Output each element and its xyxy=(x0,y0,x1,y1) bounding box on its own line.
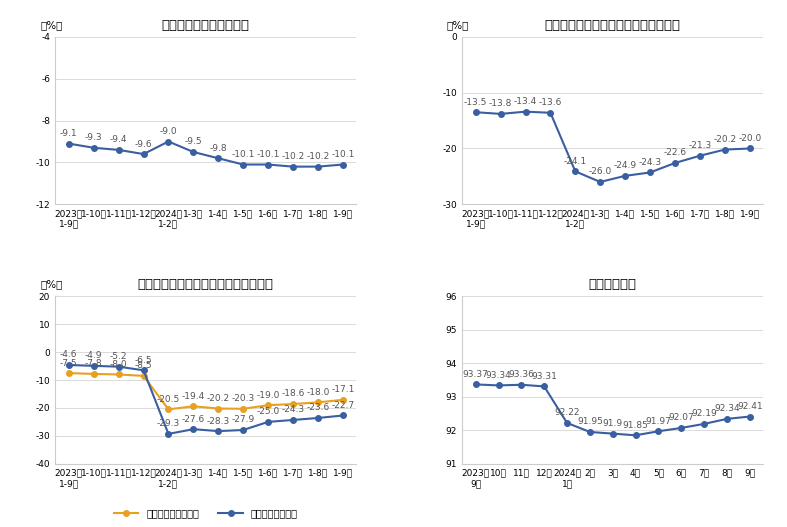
Text: -5.2: -5.2 xyxy=(110,352,127,361)
Text: -10.1: -10.1 xyxy=(231,150,255,159)
新建商品房销售额 xyxy=(313,415,323,421)
Text: （%）: （%） xyxy=(40,280,62,290)
Text: -23.6: -23.6 xyxy=(306,404,330,413)
Text: 91.85: 91.85 xyxy=(623,421,648,430)
Text: -13.6: -13.6 xyxy=(539,98,562,107)
新建商品房销售面积 xyxy=(238,406,248,412)
Text: -6.5: -6.5 xyxy=(135,356,153,365)
Text: -9.0: -9.0 xyxy=(160,127,177,136)
Text: -20.2: -20.2 xyxy=(713,135,737,144)
新建商品房销售面积 xyxy=(164,406,173,413)
Text: -26.0: -26.0 xyxy=(589,168,611,177)
新建商品房销售面积 xyxy=(338,397,348,403)
新建商品房销售额 xyxy=(89,363,98,369)
Text: 92.41: 92.41 xyxy=(737,402,763,411)
Text: -10.2: -10.2 xyxy=(281,152,305,161)
Line: 新建商品房销售额: 新建商品房销售额 xyxy=(66,362,345,437)
Text: -27.6: -27.6 xyxy=(182,415,205,424)
Text: -18.0: -18.0 xyxy=(306,388,330,397)
Text: -20.3: -20.3 xyxy=(231,394,255,403)
Text: -22.7: -22.7 xyxy=(331,401,354,410)
Title: 全国房地产开发投资增速: 全国房地产开发投资增速 xyxy=(162,18,249,32)
新建商品房销售面积 xyxy=(89,371,98,377)
Text: -17.1: -17.1 xyxy=(331,385,354,394)
Text: -13.8: -13.8 xyxy=(489,99,512,109)
Text: （%）: （%） xyxy=(447,20,469,30)
Text: -9.6: -9.6 xyxy=(135,140,153,149)
新建商品房销售额 xyxy=(288,417,297,423)
Text: -9.8: -9.8 xyxy=(209,144,227,153)
新建商品房销售面积 xyxy=(264,402,273,408)
新建商品房销售面积 xyxy=(313,399,323,406)
新建商品房销售额 xyxy=(238,427,248,433)
Text: -24.3: -24.3 xyxy=(282,405,305,414)
Text: 91.9: 91.9 xyxy=(603,419,623,428)
Text: -24.1: -24.1 xyxy=(563,157,587,166)
Legend: 新建商品房销售面积, 新建商品房销售额: 新建商品房销售面积, 新建商品房销售额 xyxy=(110,505,301,522)
Text: -19.4: -19.4 xyxy=(182,392,205,401)
Text: 92.34: 92.34 xyxy=(714,404,740,413)
Title: 全国新建商品房销售面积及销售额增速: 全国新建商品房销售面积及销售额增速 xyxy=(138,278,274,291)
Line: 新建商品房销售面积: 新建商品房销售面积 xyxy=(66,370,345,412)
Text: -29.3: -29.3 xyxy=(157,419,180,428)
Text: （%）: （%） xyxy=(40,20,62,30)
新建商品房销售面积 xyxy=(114,372,124,378)
Text: -10.2: -10.2 xyxy=(306,152,330,161)
新建商品房销售额 xyxy=(213,428,223,434)
新建商品房销售面积 xyxy=(189,403,198,409)
新建商品房销售面积 xyxy=(64,370,73,376)
Text: -9.1: -9.1 xyxy=(60,129,78,138)
新建商品房销售额 xyxy=(264,419,273,425)
Text: -9.3: -9.3 xyxy=(85,133,102,142)
Text: 93.37: 93.37 xyxy=(463,370,489,379)
Text: -4.9: -4.9 xyxy=(85,352,102,360)
Text: -24.9: -24.9 xyxy=(614,161,637,170)
Text: -25.0: -25.0 xyxy=(257,407,279,416)
Text: 93.34: 93.34 xyxy=(486,371,512,380)
Text: -13.5: -13.5 xyxy=(464,97,487,106)
Text: -18.6: -18.6 xyxy=(281,389,305,398)
新建商品房销售额 xyxy=(114,364,124,370)
Text: -7.5: -7.5 xyxy=(60,358,78,367)
Text: 92.19: 92.19 xyxy=(691,409,717,418)
新建商品房销售额 xyxy=(338,412,348,418)
Text: 93.31: 93.31 xyxy=(531,372,557,381)
新建商品房销售面积 xyxy=(139,373,148,379)
新建商品房销售额 xyxy=(139,367,148,374)
Text: -4.6: -4.6 xyxy=(60,350,78,359)
Text: 92.22: 92.22 xyxy=(554,408,580,417)
Text: -10.1: -10.1 xyxy=(331,150,354,159)
Text: 92.07: 92.07 xyxy=(668,413,694,422)
Text: -20.2: -20.2 xyxy=(207,394,230,403)
Text: -24.3: -24.3 xyxy=(638,158,662,167)
Text: -22.6: -22.6 xyxy=(663,149,686,158)
Text: -9.4: -9.4 xyxy=(110,135,127,144)
Text: -27.9: -27.9 xyxy=(231,415,255,424)
Title: 全国房地产开发企业本年到位资金增速: 全国房地产开发企业本年到位资金增速 xyxy=(545,18,681,32)
Title: 国房景气指数: 国房景气指数 xyxy=(589,278,637,291)
Text: -8.5: -8.5 xyxy=(135,362,153,370)
新建商品房销售额 xyxy=(64,362,73,368)
新建商品房销售面积 xyxy=(288,401,297,407)
Text: -9.5: -9.5 xyxy=(184,138,202,147)
Text: -28.3: -28.3 xyxy=(207,416,230,426)
新建商品房销售额 xyxy=(164,431,173,437)
新建商品房销售额 xyxy=(189,426,198,432)
新建商品房销售面积 xyxy=(213,405,223,412)
Text: 93.36: 93.36 xyxy=(508,370,534,379)
Text: -20.5: -20.5 xyxy=(157,395,180,404)
Text: -19.0: -19.0 xyxy=(257,391,279,399)
Text: -8.0: -8.0 xyxy=(110,360,127,369)
Text: -7.8: -7.8 xyxy=(85,359,102,368)
Text: -10.1: -10.1 xyxy=(257,150,279,159)
Text: 91.95: 91.95 xyxy=(577,417,603,426)
Text: 91.97: 91.97 xyxy=(645,417,671,426)
Text: -20.0: -20.0 xyxy=(738,134,761,143)
Text: -21.3: -21.3 xyxy=(689,141,711,150)
Text: -13.4: -13.4 xyxy=(514,97,538,106)
